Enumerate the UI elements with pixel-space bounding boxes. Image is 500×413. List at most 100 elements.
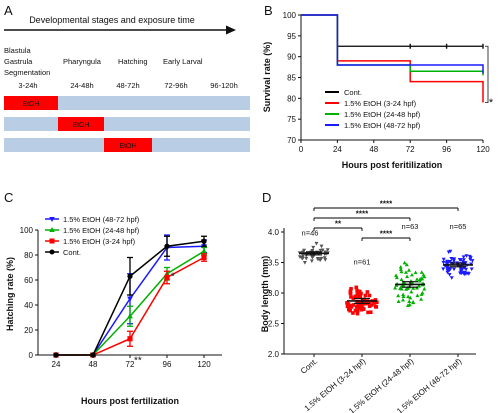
body-length-point: [366, 310, 370, 315]
body-length-point: [345, 304, 350, 309]
panel-c: C Hatching rate (%) Hours post fertiliza…: [4, 190, 222, 406]
panel-b-ytick-label: 100: [283, 11, 297, 20]
body-length-point: [420, 290, 425, 295]
panel-c-ytick-label: 100: [20, 226, 34, 235]
stage-label-gastrula: Gastrula: [4, 57, 33, 66]
body-length-point: [407, 299, 412, 303]
body-length-point: [353, 294, 358, 299]
panel-c-xlabel: Hours post fertilization: [81, 396, 179, 406]
body-length-point: [348, 291, 353, 296]
body-length-point: [406, 268, 411, 272]
body-length-point: [411, 286, 416, 290]
hatching-point: [201, 254, 207, 261]
hatching-point: [127, 313, 133, 319]
n-label: n=61: [354, 258, 371, 267]
panel-d-ytick-label: 2.5: [268, 320, 280, 329]
body-length-point: [347, 307, 351, 312]
legend-entry: Cont.: [63, 248, 81, 257]
body-length-point: [396, 299, 401, 303]
body-length-point: [451, 257, 456, 262]
panel-c-ylabel: Hatching rate (%): [5, 257, 15, 331]
body-length-point: [447, 273, 452, 277]
panel-b: B Survival rate (%) Hours post feritiliz…: [262, 3, 494, 170]
hatching-point: [127, 336, 133, 342]
n-label: n=65: [450, 222, 467, 231]
panel-c-ytick-label: 0: [29, 351, 34, 360]
panel-b-xtick-label: 48: [369, 145, 378, 154]
body-length-point: [355, 311, 360, 316]
body-length-point: [401, 297, 405, 302]
stage-label-blastula: Blastula: [4, 46, 32, 55]
panel-d: D Body length (mm) 2.02.53.03.54.0Cont.1…: [260, 190, 476, 413]
panel-a: A Developmental stages and exposure time…: [4, 3, 250, 152]
body-length-point: [403, 270, 408, 274]
panel-c-ytick-label: 60: [24, 276, 33, 285]
panel-b-xlabel: Hours post feritilization: [342, 160, 443, 170]
body-length-point: [420, 276, 425, 281]
panel-b-ytick-label: 80: [287, 94, 296, 103]
body-length-point: [399, 269, 404, 274]
body-length-point: [358, 289, 362, 294]
significance-stars: ****: [380, 230, 393, 239]
hatching-point: [164, 243, 170, 249]
legend-entry: 1.5% EtOH (24-48 hpf): [63, 226, 140, 235]
body-length-point: [394, 275, 399, 280]
window-label-48-72: 48-72h: [116, 81, 139, 90]
body-length-point: [367, 293, 372, 298]
significance-stars: ****: [380, 200, 393, 209]
significance-mark: **: [134, 355, 142, 366]
hatching-point: [201, 248, 207, 254]
panel-c-ytick-label: 80: [24, 251, 33, 260]
significance-bracket: [485, 45, 489, 103]
hatching-point: [164, 274, 170, 281]
body-length-point: [354, 305, 359, 309]
body-length-point: [441, 257, 446, 262]
body-length-point: [345, 301, 349, 305]
body-length-point: [302, 248, 307, 253]
body-length-point: [323, 258, 328, 262]
panel-d-ytick-label: 2.0: [268, 350, 280, 359]
window-label-96-120: 96-120h: [210, 81, 238, 90]
window-label-3-24: 3-24h: [18, 81, 37, 90]
body-length-point: [402, 260, 407, 265]
panel-b-ytick-label: 75: [287, 115, 296, 124]
etoh-box-label: EtOH: [22, 101, 39, 108]
body-length-point: [369, 303, 374, 307]
body-length-point: [402, 280, 407, 285]
body-length-point: [422, 286, 427, 291]
legend-entry: 1.5% EtOH (48-72 hpf): [344, 121, 421, 130]
body-length-point: [349, 287, 353, 291]
body-length-point: [398, 265, 403, 269]
body-length-point: [374, 305, 379, 309]
body-length-point: [399, 277, 404, 282]
panel-c-ytick-label: 20: [24, 326, 33, 335]
panel-b-ytick-label: 95: [287, 32, 296, 41]
etoh-exposure-box: [4, 96, 58, 110]
body-length-point: [314, 241, 319, 246]
body-length-point: [367, 304, 372, 308]
body-length-point: [302, 261, 307, 265]
panel-c-xtick-label: 72: [126, 360, 135, 369]
body-length-point: [408, 295, 413, 300]
body-length-point: [445, 270, 450, 275]
body-length-point: [311, 245, 316, 250]
body-length-point: [310, 249, 315, 253]
etoh-box-label: EtOH: [119, 143, 136, 150]
panel-c-xtick-label: 24: [52, 360, 61, 369]
body-length-point: [460, 267, 465, 272]
survival-line: [301, 14, 484, 74]
body-length-point: [405, 303, 410, 307]
stage-label-hatching: Hatching: [118, 57, 148, 66]
body-length-point: [464, 267, 469, 272]
body-length-point: [318, 258, 323, 263]
legend-marker: [49, 227, 55, 232]
body-length-point: [458, 271, 463, 276]
body-length-point: [404, 262, 409, 267]
body-length-point: [304, 256, 309, 261]
legend-entry: 1.5% EtOH (3-24 hpf): [344, 99, 417, 108]
body-length-point: [419, 270, 424, 274]
legend-marker: [49, 238, 55, 244]
body-length-point: [351, 296, 356, 300]
